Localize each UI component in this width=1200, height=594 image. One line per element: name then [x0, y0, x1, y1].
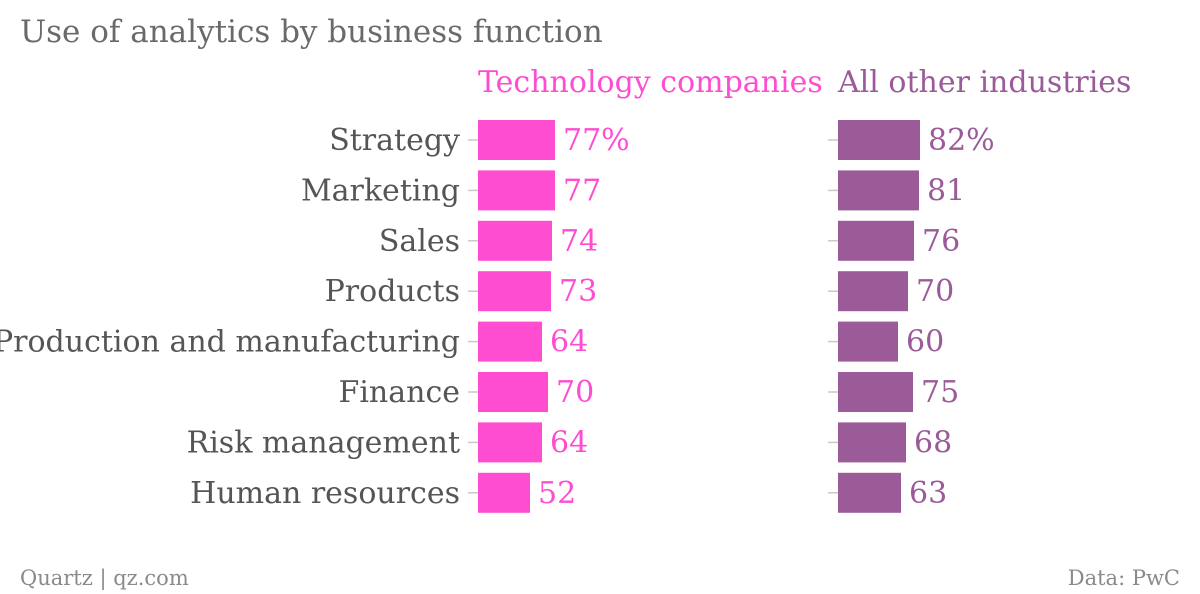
data-label: 70 [916, 274, 954, 309]
bar [478, 372, 548, 412]
category-labels: Strategy Marketing Sales Products Production… [0, 123, 460, 511]
bar [838, 220, 914, 261]
category-label: Sales [379, 224, 460, 259]
panel-1: All other industries 82% 81 76 70 60 75 68 63 [828, 65, 1131, 513]
bar [478, 271, 551, 312]
source-right: Data: PwC [1068, 566, 1180, 590]
category-label: Risk management [187, 425, 460, 460]
bar [838, 120, 920, 160]
data-label: 63 [909, 476, 947, 511]
data-label: 60 [906, 325, 944, 360]
category-label: Marketing [301, 173, 460, 208]
data-label: 76 [922, 224, 960, 259]
data-label: 74 [560, 224, 598, 259]
data-label: 52 [538, 476, 576, 511]
category-label: Finance [339, 375, 461, 410]
data-label: 75 [921, 375, 959, 410]
data-label: 68 [914, 425, 952, 460]
bar [478, 170, 555, 211]
bar [838, 422, 906, 463]
chart-title: Use of analytics by business function [20, 14, 603, 50]
panel-0: Technology companies 77% 77 74 73 64 70 64 52 [468, 65, 823, 513]
category-label: Production and manufacturing [0, 325, 460, 360]
data-label: 81 [927, 173, 965, 208]
series-title: All other industries [837, 65, 1131, 100]
bar [478, 220, 552, 261]
bar [838, 472, 901, 513]
data-label: 73 [559, 274, 597, 309]
panels: Technology companies 77% 77 74 73 64 70 64 52 All… [468, 65, 1131, 513]
series-title: Technology companies [478, 65, 823, 100]
bar [478, 422, 542, 463]
bar [838, 321, 898, 362]
bar [478, 120, 555, 160]
data-label: 70 [556, 375, 594, 410]
data-label: 64 [550, 325, 588, 360]
category-label: Human resources [190, 476, 460, 511]
bar [478, 472, 530, 513]
data-label: 77 [563, 173, 601, 208]
data-label: 77% [563, 123, 630, 158]
category-label: Strategy [329, 123, 460, 158]
bar [838, 372, 913, 412]
source-left: Quartz | qz.com [20, 566, 189, 591]
bar [478, 321, 542, 362]
data-label: 64 [550, 425, 588, 460]
bar [838, 271, 908, 312]
data-label: 82% [928, 123, 995, 158]
category-label: Products [325, 274, 460, 309]
bar [838, 170, 919, 211]
